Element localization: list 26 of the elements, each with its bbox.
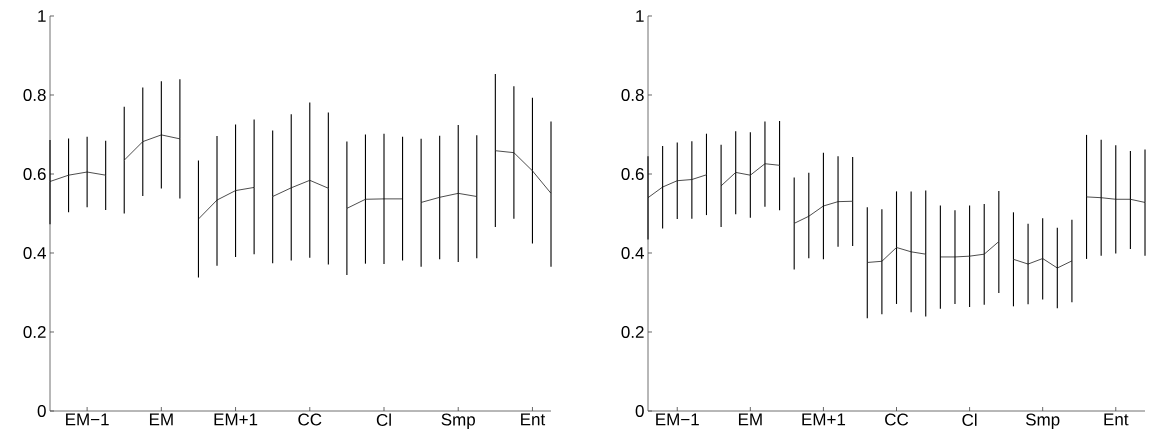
x-tick-label: Smp [1025,413,1060,429]
y-tick-label: 0 [37,404,46,418]
x-tick-label: Ent [1104,413,1129,426]
y-tick-label: 0.4 [23,246,46,260]
x-tick-label: Ent [521,413,546,426]
y-tick-label: 0.6 [23,167,46,181]
x-tick-label: EM+1 [214,413,258,426]
x-tick-label: EM [149,413,173,426]
y-tick-label: 0.8 [621,88,644,102]
x-tick-label: CC [298,413,322,426]
x-tick-label: Cl [376,413,391,427]
x-tick-label: Cl [962,413,977,427]
x-tick-label: Smp [441,413,475,429]
x-tick-label: EM [738,413,762,426]
y-tick-label: 0.6 [621,167,644,181]
y-tick-label: 0.2 [23,325,46,339]
y-tick-label: 0.4 [621,246,644,260]
x-tick-label: EM+1 [802,413,846,426]
x-tick-label: EM−1 [656,413,699,426]
y-tick-label: 1 [38,10,46,22]
x-tick-label: EM−1 [66,413,109,426]
y-tick-label: 0.8 [23,88,46,102]
y-tick-label: 0 [635,404,644,418]
y-tick-label: 1 [636,10,644,22]
y-tick-label: 0.2 [621,325,644,339]
x-tick-label: CC [885,413,909,426]
